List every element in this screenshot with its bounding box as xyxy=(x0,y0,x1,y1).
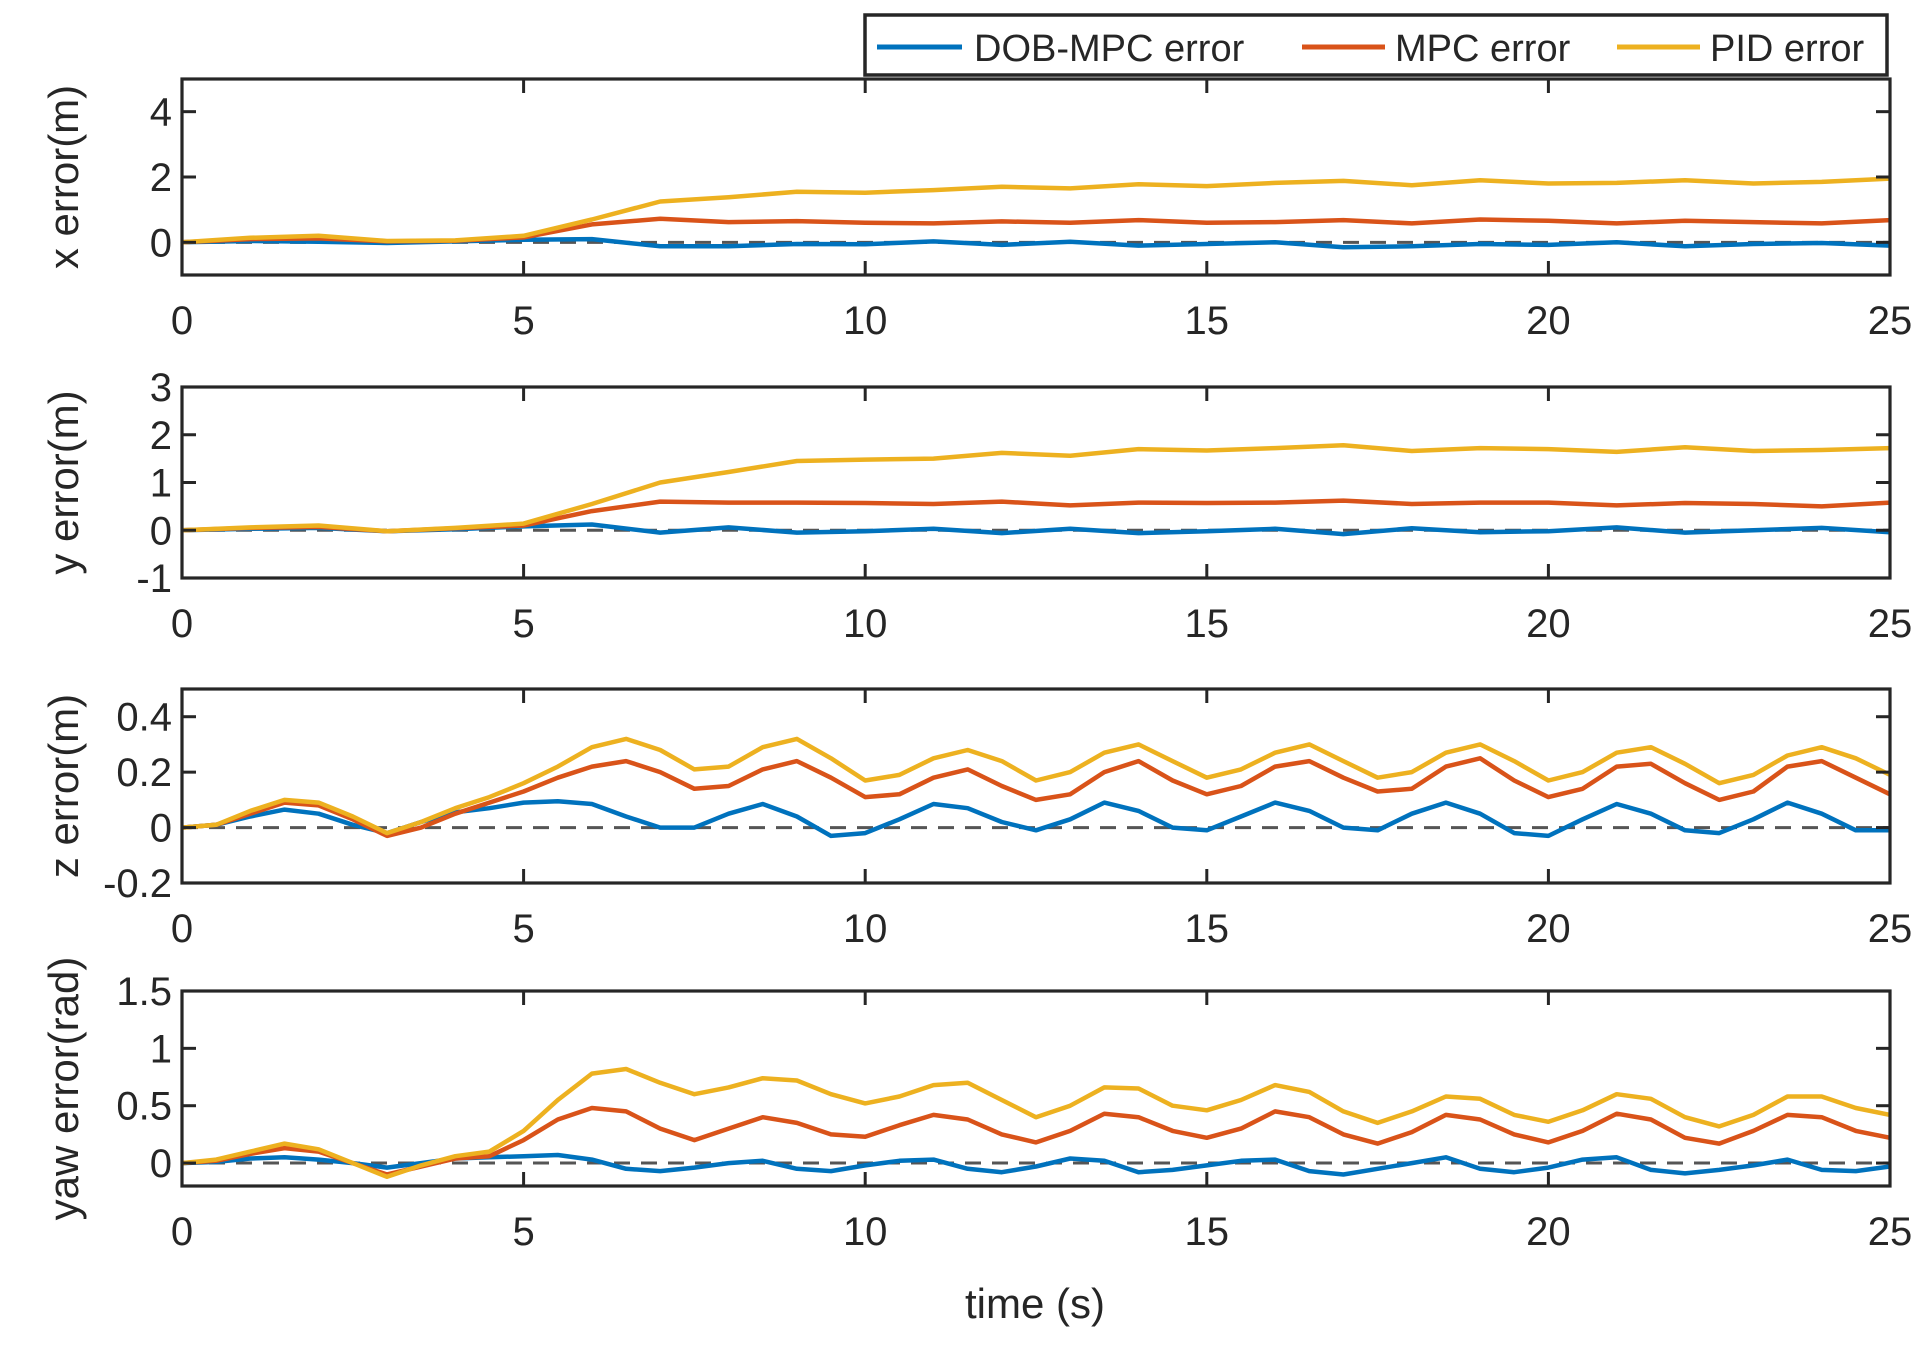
x-tick-label: 20 xyxy=(1526,602,1571,646)
y-tick-label: -0.2 xyxy=(103,862,172,906)
y-tick-label: 0.5 xyxy=(116,1085,172,1129)
axis-frame xyxy=(180,77,1892,277)
legend-label-dob-mpc: DOB-MPC error xyxy=(974,28,1245,70)
y-tick-label: 1.5 xyxy=(116,970,172,1014)
x-tick-label: 0 xyxy=(171,1210,193,1254)
x-tick-label: 10 xyxy=(843,299,888,343)
x-tick-label: 5 xyxy=(512,299,534,343)
x-tick-label: 0 xyxy=(171,602,193,646)
x-tick-label: 10 xyxy=(843,1210,888,1254)
series-line-pid-error xyxy=(182,443,1890,534)
legend: DOB-MPC error MPC error PID error xyxy=(863,13,1889,77)
y-tick-label: 0 xyxy=(150,807,172,851)
axis-frame xyxy=(180,687,1892,885)
series-line-mpc-error xyxy=(182,1105,1890,1177)
x-tick-label: 15 xyxy=(1185,299,1230,343)
y-tick-label: 0 xyxy=(150,221,172,265)
y-tick-label: 0 xyxy=(150,1142,172,1186)
x-tick-label: 20 xyxy=(1526,299,1571,343)
y-tick-label: 0.4 xyxy=(116,696,172,740)
subplot-0: 0 5 10 15 20 25 0 2 4 x error(m) xyxy=(40,77,1913,343)
x-tick-label: 15 xyxy=(1185,1210,1230,1254)
series-group xyxy=(182,443,1890,537)
y-axis-label: z error(m) xyxy=(40,694,87,878)
axis-frame xyxy=(180,989,1892,1188)
y-tick-label: 2 xyxy=(150,156,172,200)
x-tick-label: 5 xyxy=(512,602,534,646)
x-tick-label: 15 xyxy=(1185,602,1230,646)
y-tick-label: 4 xyxy=(150,91,172,135)
series-line-pid-error xyxy=(182,176,1890,245)
legend-label-mpc: MPC error xyxy=(1395,28,1571,70)
x-tick-label: 20 xyxy=(1526,1210,1571,1254)
y-tick-label: 0 xyxy=(150,509,172,553)
x-tick-label: 5 xyxy=(512,1210,534,1254)
legend-label-pid: PID error xyxy=(1710,28,1864,70)
y-axis-label: x error(m) xyxy=(40,85,87,269)
subplot-2: 0 5 10 15 20 25-0.200.20.4z error(m) xyxy=(40,687,1913,951)
series-line-pid-error xyxy=(182,736,1890,836)
x-tick-label: 10 xyxy=(843,602,888,646)
x-tick-label: 25 xyxy=(1868,907,1913,951)
x-tick-label: 15 xyxy=(1185,907,1230,951)
x-tick-label: 0 xyxy=(171,299,193,343)
series-group xyxy=(182,1066,1890,1180)
y-tick-label: 2 xyxy=(150,414,172,458)
y-tick-label: 1 xyxy=(150,1027,172,1071)
series-line-pid-error xyxy=(182,1066,1890,1180)
series-group xyxy=(182,736,1890,839)
x-tick-label: 10 xyxy=(843,907,888,951)
y-tick-label: 0.2 xyxy=(116,751,172,795)
x-tick-label: 0 xyxy=(171,907,193,951)
y-axis-label: y error(m) xyxy=(40,390,87,574)
y-tick-label: -1 xyxy=(136,557,172,601)
x-tick-label: 5 xyxy=(512,907,534,951)
x-axis-label: time (s) xyxy=(965,1280,1105,1327)
x-tick-label: 25 xyxy=(1868,602,1913,646)
series-group xyxy=(182,176,1890,250)
x-tick-label: 25 xyxy=(1868,299,1913,343)
y-axis-label: yaw error(rad) xyxy=(40,957,87,1221)
y-tick-label: 3 xyxy=(150,366,172,410)
series-line-mpc-error xyxy=(182,756,1890,839)
x-tick-label: 20 xyxy=(1526,907,1571,951)
x-tick-label: 25 xyxy=(1868,1210,1913,1254)
subplot-3: 0 5 10 15 20 25 0 0.5 1 1.5 yaw error(rad) xyxy=(40,957,1912,1254)
axis-frame xyxy=(180,385,1892,580)
y-tick-label: 1 xyxy=(150,462,172,506)
